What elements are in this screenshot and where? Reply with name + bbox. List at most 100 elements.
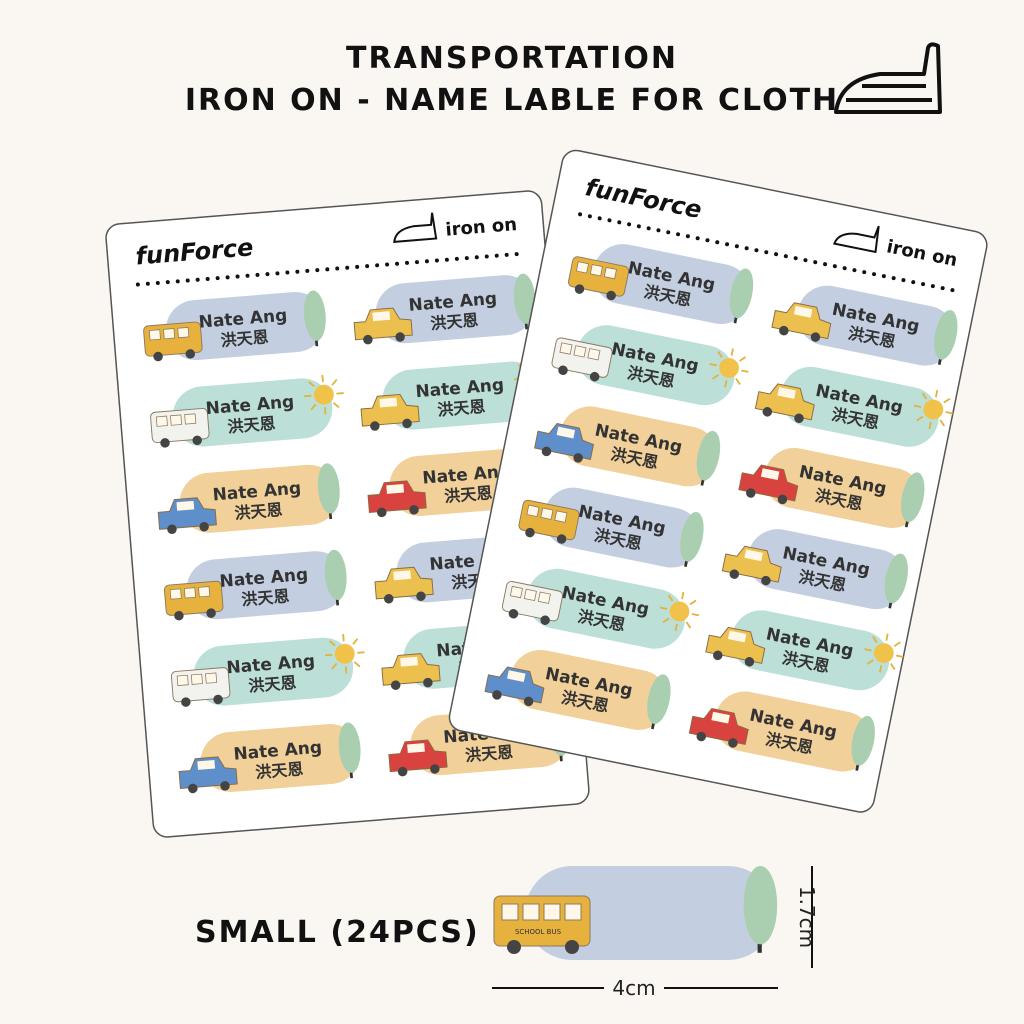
decor	[729, 268, 754, 324]
vehicle	[360, 393, 420, 431]
window	[777, 387, 796, 399]
wheel	[174, 610, 184, 621]
label-native: 洪天恩	[464, 742, 513, 765]
label-native: 洪天恩	[234, 500, 283, 523]
decor	[884, 553, 908, 609]
vehicle	[705, 626, 766, 667]
sun-ray	[324, 653, 333, 657]
window	[587, 348, 601, 361]
vehicle-body	[178, 756, 238, 790]
decor	[338, 722, 361, 779]
label-blob	[382, 361, 543, 430]
vehicle-body	[388, 739, 448, 773]
tree-crown	[696, 430, 721, 481]
label-blob	[576, 325, 735, 406]
vehicle	[721, 545, 782, 586]
window	[190, 673, 203, 685]
sun-ray	[943, 397, 951, 404]
vehicle	[484, 666, 545, 707]
label-blob	[797, 285, 956, 366]
wheel	[390, 680, 401, 690]
decor	[303, 290, 326, 347]
vehicle	[157, 497, 217, 535]
vehicle-body	[157, 497, 217, 530]
wheel	[153, 351, 163, 362]
sun-ray	[717, 350, 723, 358]
wheel	[409, 505, 419, 515]
sun	[669, 601, 690, 622]
decor	[864, 633, 904, 673]
sun-ray	[724, 380, 728, 388]
sun-ray	[344, 666, 348, 674]
tree-crown	[303, 290, 326, 341]
sun-ray	[916, 415, 924, 422]
window	[564, 903, 582, 921]
window	[372, 311, 391, 322]
sun-ray	[709, 363, 717, 367]
vehicle-body	[367, 480, 427, 513]
window	[176, 674, 189, 686]
decor	[851, 715, 875, 771]
wheel	[370, 421, 380, 431]
wheel	[606, 290, 616, 301]
decor	[709, 348, 749, 388]
wheel	[363, 334, 373, 345]
tree-crown	[901, 472, 925, 522]
wheel	[540, 615, 550, 625]
window	[543, 903, 561, 921]
sun-ray	[921, 392, 928, 400]
vehicle	[688, 708, 749, 748]
sun-ray	[895, 654, 904, 658]
label-native: 洪天恩	[220, 327, 269, 350]
sun	[873, 643, 894, 663]
label-blob	[780, 366, 939, 447]
wheel	[794, 413, 804, 424]
decor	[696, 430, 721, 486]
sun	[334, 643, 355, 664]
wheel	[383, 594, 394, 604]
vehicle	[501, 580, 564, 625]
window	[523, 588, 537, 602]
window	[400, 656, 418, 667]
label-native: 洪天恩	[255, 759, 304, 782]
window	[522, 903, 540, 921]
vehicle	[163, 580, 224, 621]
sun	[923, 399, 944, 420]
wheel	[713, 650, 723, 661]
vehicle	[367, 480, 427, 518]
wheel	[160, 438, 170, 448]
label-blob	[526, 568, 685, 649]
wheel	[696, 731, 707, 742]
label-blob	[747, 529, 906, 610]
sun-ray	[878, 665, 883, 673]
sun-ray	[928, 421, 932, 430]
window	[176, 500, 195, 511]
wheel	[206, 608, 216, 618]
sun	[314, 384, 334, 405]
sun-ray	[691, 613, 700, 617]
wheel	[185, 349, 196, 359]
label-blob	[375, 275, 536, 344]
label-blob	[559, 406, 718, 487]
sun-ray	[945, 411, 953, 415]
sun-ray	[324, 407, 327, 415]
window	[760, 468, 780, 481]
sun-ray	[685, 621, 692, 629]
wheel	[525, 527, 535, 538]
vehicle	[754, 383, 815, 424]
wheel	[430, 764, 440, 774]
decor	[304, 374, 344, 415]
wheel	[220, 781, 230, 791]
wheel	[810, 332, 821, 342]
sun-ray	[331, 662, 338, 670]
window	[501, 903, 519, 921]
vehicle	[178, 756, 238, 794]
wheel	[573, 453, 583, 463]
label-blob	[731, 610, 890, 691]
label-blob	[593, 244, 752, 325]
sun-ray	[342, 634, 345, 642]
